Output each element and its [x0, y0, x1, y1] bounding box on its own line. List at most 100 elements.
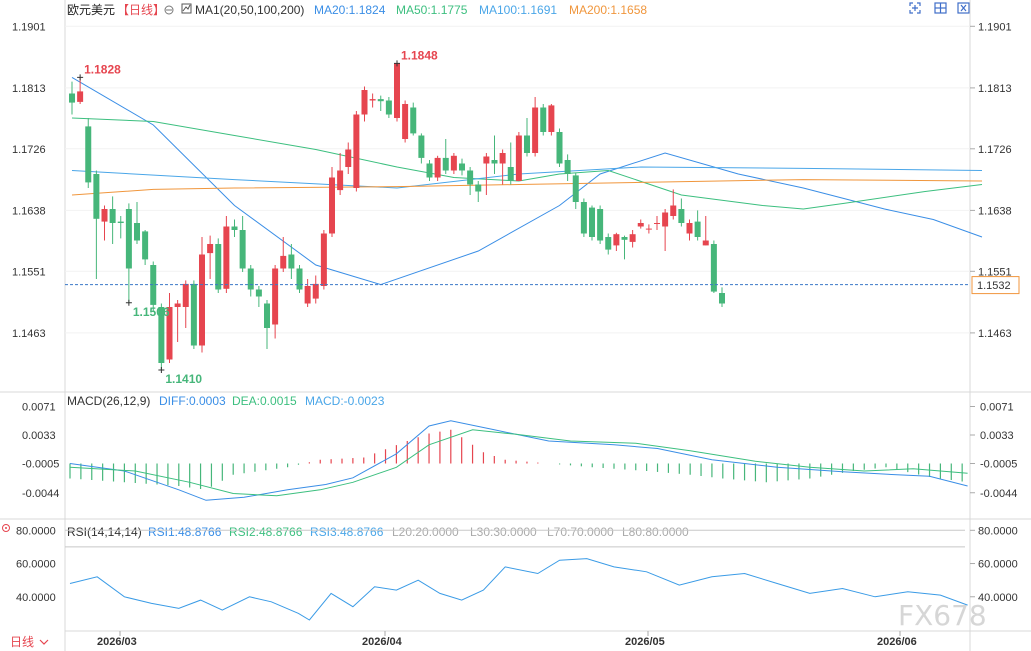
date-tick-label: 2026/05	[625, 636, 665, 648]
candle	[613, 232, 620, 251]
candle	[434, 155, 441, 181]
candle	[142, 230, 149, 265]
candle	[678, 198, 685, 227]
candle-body	[459, 163, 465, 171]
price-tick-label-left: 1.1463	[12, 328, 46, 340]
candle-body	[239, 230, 246, 269]
extreme-label: 1.1506	[133, 305, 170, 319]
candle-body	[515, 135, 522, 181]
candle	[174, 300, 181, 342]
last-price-tag-label: 1.1532	[977, 280, 1011, 292]
candle	[385, 97, 392, 118]
macd-dea-value: DEA:0.0015	[232, 394, 297, 408]
candle	[190, 280, 197, 349]
close-icon[interactable]	[957, 2, 970, 14]
macd-tick-label-right: 0.0071	[980, 402, 1014, 414]
rsi-settings-icon[interactable]	[2, 524, 10, 532]
period-tab-label[interactable]: 日线	[10, 635, 34, 649]
candle-body	[134, 223, 140, 241]
indicator-icon-line	[182, 4, 191, 12]
rsi-l20-value: L20:20.0000	[392, 525, 459, 539]
settings-icon[interactable]	[164, 5, 174, 15]
candle	[158, 303, 165, 370]
candle	[426, 160, 433, 181]
candle-body	[296, 268, 303, 290]
candle-body	[532, 107, 539, 153]
candle	[645, 224, 652, 234]
candle-body	[77, 91, 84, 102]
candle-body	[719, 293, 725, 304]
candle-body	[589, 207, 595, 237]
indicator-icon[interactable]	[181, 3, 192, 14]
ma-indicator-title[interactable]: MA1(20,50,100,200)	[195, 3, 304, 17]
candle	[442, 139, 449, 174]
candle-body	[117, 221, 124, 223]
candle-body	[199, 254, 205, 346]
candle	[589, 205, 595, 241]
candle	[353, 111, 360, 192]
macd-title[interactable]: MACD(26,12,9)	[67, 394, 150, 408]
candle	[467, 167, 474, 195]
candle	[77, 77, 84, 104]
candle-body	[426, 163, 433, 178]
candle	[207, 235, 214, 279]
candle-body	[101, 209, 108, 222]
date-axis: 2026/03 2026/04 2026/05 2026/06	[97, 631, 917, 648]
candle	[312, 275, 319, 304]
candle	[272, 265, 279, 339]
candle-body	[475, 184, 482, 192]
rsi-axis: 80.0000 80.0000 60.0000 60.0000 40.0000 40.00…	[16, 525, 1018, 603]
candle	[418, 133, 425, 164]
candle-body	[223, 226, 230, 289]
ma50-line	[71, 117, 983, 210]
candle-body	[645, 228, 652, 230]
period-tab[interactable]: 日线	[0, 632, 56, 651]
candle	[288, 244, 295, 279]
candle	[459, 158, 465, 176]
macd-tick-label-right: 0.0033	[980, 430, 1014, 442]
candle	[239, 216, 246, 272]
candle-body	[507, 167, 514, 181]
candle	[125, 203, 132, 304]
candle	[507, 142, 514, 185]
candle	[255, 286, 262, 307]
candle-body	[288, 254, 295, 269]
period-label[interactable]: 【日线】	[117, 3, 165, 17]
candle-body	[125, 209, 132, 269]
candle-body	[166, 307, 173, 360]
candle	[580, 198, 587, 237]
fullscreen-icon[interactable]	[909, 2, 921, 14]
candle	[394, 60, 400, 122]
rsi-l80-value: L80:80.0000	[622, 525, 689, 539]
candle-body	[182, 283, 189, 307]
rsi-l30-value: L30:30.0000	[470, 525, 537, 539]
candle	[337, 153, 344, 195]
grid-layout-icon[interactable]	[934, 2, 947, 14]
price-tick-label-left: 1.1638	[12, 205, 46, 217]
extreme-label: 1.1828	[84, 62, 121, 76]
candle-body	[158, 307, 165, 363]
candle-body	[621, 237, 628, 240]
rsi-tick-label-right: 40.0000	[978, 592, 1018, 604]
price-tick-label-left: 1.1813	[12, 83, 46, 95]
candle-body	[450, 155, 457, 171]
candle	[264, 300, 270, 349]
candle	[491, 135, 498, 174]
candle	[450, 153, 457, 174]
candle-body	[150, 265, 157, 305]
price-tick-label-right: 1.1813	[978, 83, 1012, 95]
candle-body	[540, 107, 547, 132]
rsi-tick-label-right: 60.0000	[978, 559, 1018, 571]
price-tick-label-left: 1.1901	[12, 21, 46, 33]
candle-body	[491, 160, 498, 164]
candle	[150, 261, 157, 311]
candle-body	[710, 244, 717, 292]
candle	[483, 153, 490, 195]
rsi-title[interactable]: RSI(14,14,14)	[67, 525, 142, 539]
macd-dea-line	[69, 429, 968, 497]
candle-body	[580, 202, 587, 234]
candle	[182, 280, 189, 328]
price-tick-label-right: 1.1726	[978, 144, 1012, 156]
rsi3-value: RSI3:48.8766	[310, 525, 384, 539]
candle	[694, 210, 701, 241]
